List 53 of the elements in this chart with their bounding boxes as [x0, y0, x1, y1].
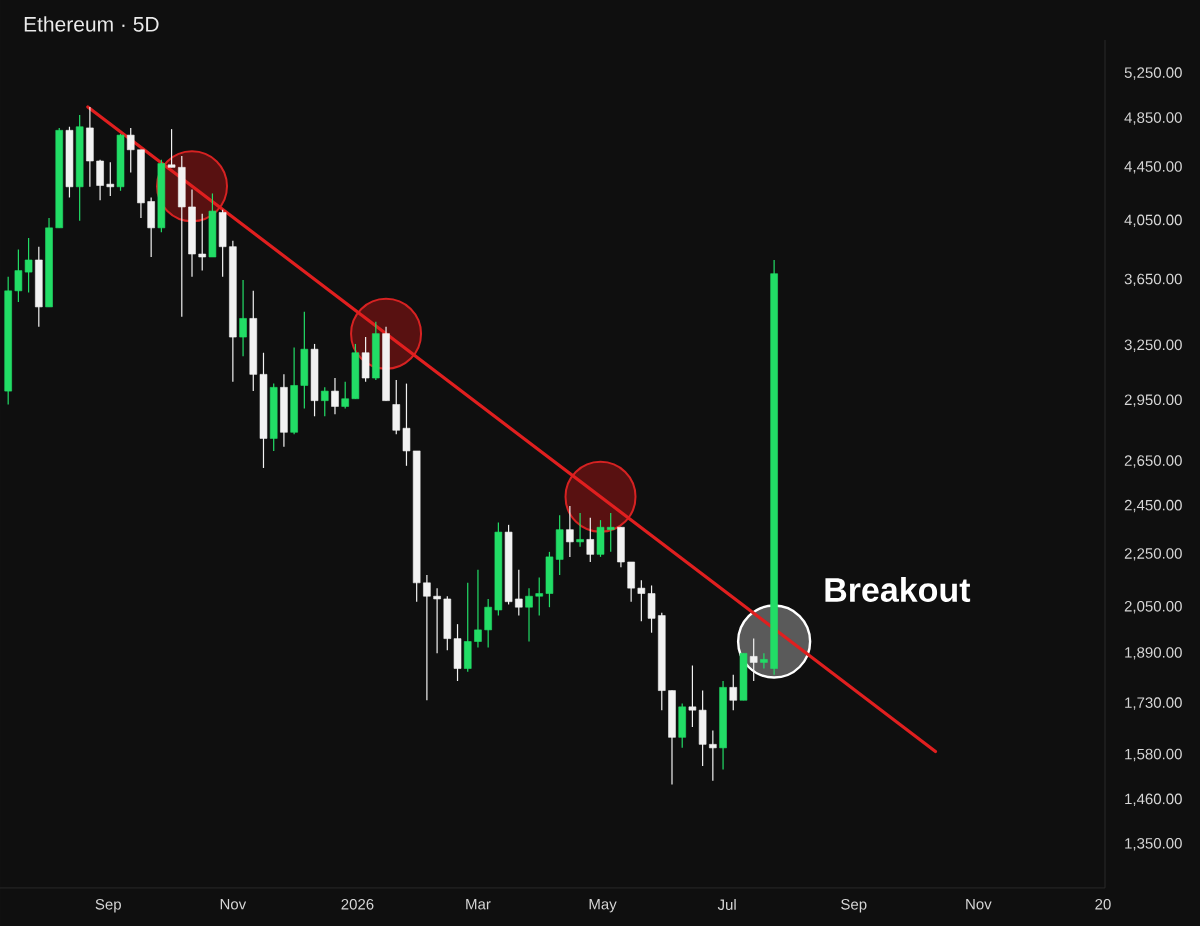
y-tick-label: 1,460.00: [1125, 793, 1182, 807]
candlestick: [167, 128, 176, 168]
y-tick-label: 2,050.00: [1124, 600, 1182, 614]
candlestick: [484, 598, 492, 648]
x-tick-label: 2026: [341, 899, 374, 910]
y-tick-label: 5,250.00: [1124, 67, 1182, 80]
y-tick-label: 2,250.00: [1124, 548, 1182, 561]
candlestick: [321, 386, 329, 417]
x-tick-label: Mar: [466, 899, 491, 910]
candlestick: [433, 587, 441, 654]
y-tick-label: 2,650.00: [1124, 455, 1182, 468]
candlestick: [198, 213, 206, 272]
candlestick: [535, 576, 543, 617]
candlestick: [760, 652, 768, 670]
annotation: Breakout: [825, 577, 971, 602]
candlestick: [566, 505, 574, 558]
y-tick-label: 1,730.00: [1125, 697, 1182, 710]
y-tick-label: 1,350.00: [1125, 838, 1182, 851]
x-tick-label: Nov: [220, 899, 247, 910]
candlestick: [239, 279, 247, 357]
candlestick: [606, 512, 615, 553]
y-tick-label: 1,580.00: [1125, 748, 1182, 762]
x-tick-label: Sep: [841, 899, 867, 913]
candlestick: [474, 569, 482, 648]
x-tick-label: Nov: [966, 899, 992, 910]
candlestick: [331, 377, 339, 415]
candlestick: [106, 161, 115, 197]
x-tick-label: Sep: [95, 899, 121, 913]
candlestick: [749, 638, 758, 682]
candlestick: [126, 127, 135, 174]
candlestick: [637, 579, 646, 622]
candlestick: [709, 729, 717, 782]
candlestick: [515, 569, 523, 617]
y-tick-label: 3,250.00: [1124, 339, 1182, 352]
candlestick: [576, 512, 584, 548]
y-tick-label: 4,050.00: [1124, 214, 1182, 227]
candlestick: [341, 381, 349, 409]
x-tick-label: Jul: [717, 899, 736, 911]
y-tick-label: 2,950.00: [1124, 394, 1182, 407]
candlestick: [402, 383, 411, 467]
candlestick: [586, 517, 595, 563]
x-tick-label: May: [589, 899, 617, 913]
candlestick: [525, 587, 533, 643]
y-tick-label: 4,450.00: [1124, 161, 1182, 174]
chart-title: Ethereum · 5D: [24, 16, 159, 32]
y-tick-label: 3,650.00: [1124, 273, 1182, 287]
candlestick: [423, 574, 431, 701]
candlestick: [729, 674, 738, 711]
candlestick: [688, 664, 697, 728]
x-tick-label: 20: [1095, 899, 1111, 910]
y-tick-label: 2,450.00: [1124, 499, 1182, 513]
y-tick-label: 4,850.00: [1124, 112, 1182, 125]
y-tick-label: 1,890.00: [1125, 647, 1182, 660]
